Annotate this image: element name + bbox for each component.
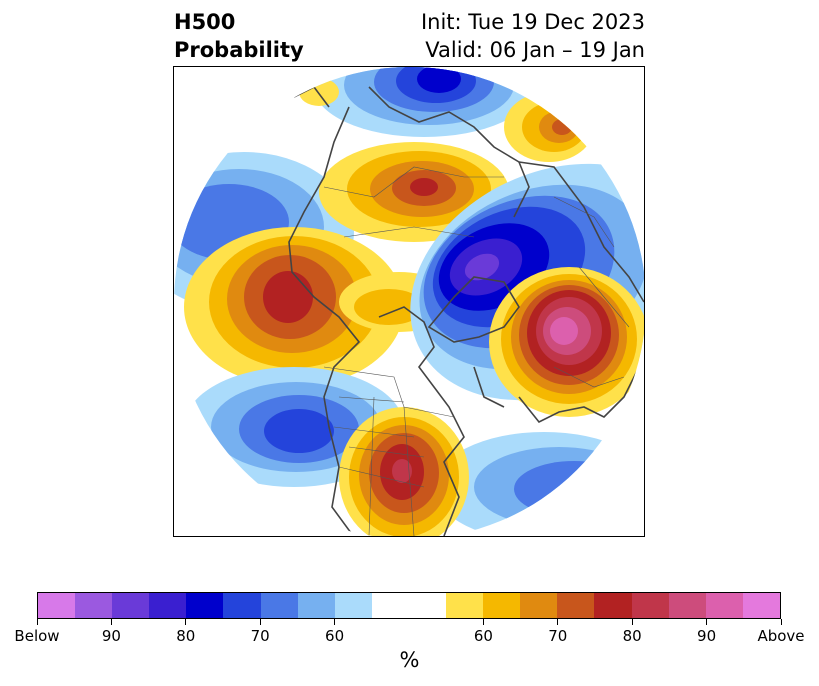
valid-range: Valid: 06 Jan – 19 Jan — [425, 38, 645, 62]
colorbar-segment — [186, 593, 224, 618]
colorbar-segment — [112, 593, 150, 618]
colorbar-segment — [38, 593, 76, 618]
colorbar-tick — [780, 619, 782, 625]
colorbar-segment — [149, 593, 187, 618]
colorbar-segment — [557, 593, 595, 618]
colorbar-tick — [334, 619, 336, 625]
colorbar-segment — [446, 593, 484, 618]
colorbar-segment — [75, 593, 113, 618]
colorbar-tick — [110, 619, 112, 625]
colorbar-segment — [594, 593, 632, 618]
colorbar-segment — [297, 593, 335, 618]
polar-map — [174, 67, 644, 536]
political-borders — [323, 166, 630, 536]
anomaly-above-scandinavia — [489, 267, 644, 417]
colorbar-tick — [185, 619, 187, 625]
colorbar-tick-label: 80 — [622, 627, 642, 645]
colorbar-segment — [334, 593, 372, 618]
init-date: Init: Tue 19 Dec 2023 — [420, 10, 645, 34]
colorbar-tick-label: 90 — [101, 627, 121, 645]
colorbar-tick — [706, 619, 708, 625]
colorbar-tick — [631, 619, 633, 625]
colorbar-segment — [223, 593, 261, 618]
title-product: Probability — [174, 38, 304, 62]
colorbar-segment — [483, 593, 521, 618]
colorbar-segment — [668, 593, 706, 618]
anomaly-above-ural — [504, 92, 594, 162]
probability-field — [174, 67, 644, 536]
colorbar — [37, 592, 781, 619]
map-panel — [173, 66, 645, 537]
colorbar-tick — [36, 619, 38, 625]
colorbar-tick — [557, 619, 559, 625]
title-variable: H500 — [174, 10, 236, 34]
colorbar-segment — [520, 593, 558, 618]
colorbar-tick-label: 80 — [176, 627, 196, 645]
colorbar-segment — [260, 593, 298, 618]
map-title-left: H500 Probability — [174, 8, 304, 64]
colorbar-tick-label: 60 — [325, 627, 345, 645]
colorbar-tick-label: Below — [14, 627, 60, 645]
colorbar-tick-label: 60 — [473, 627, 493, 645]
colorbar-tick-label: Above — [757, 627, 805, 645]
colorbar-tick-label: 70 — [548, 627, 568, 645]
map-title-right: Init: Tue 19 Dec 2023 Valid: 06 Jan – 19… — [421, 8, 645, 64]
colorbar-segment — [705, 593, 743, 618]
colorbar-tick — [259, 619, 261, 625]
anomaly-above-alaska — [184, 227, 404, 387]
colorbar-tick-label: 90 — [697, 627, 717, 645]
colorbar-segment — [631, 593, 669, 618]
colorbar-label: % — [399, 648, 420, 672]
colorbar-tick — [482, 619, 484, 625]
colorbar-segment — [408, 593, 447, 618]
colorbar-segment — [742, 593, 780, 618]
anomaly-above-eastern-us — [339, 407, 469, 536]
colorbar-segment — [371, 593, 409, 618]
colorbar-tick-label: 70 — [250, 627, 270, 645]
